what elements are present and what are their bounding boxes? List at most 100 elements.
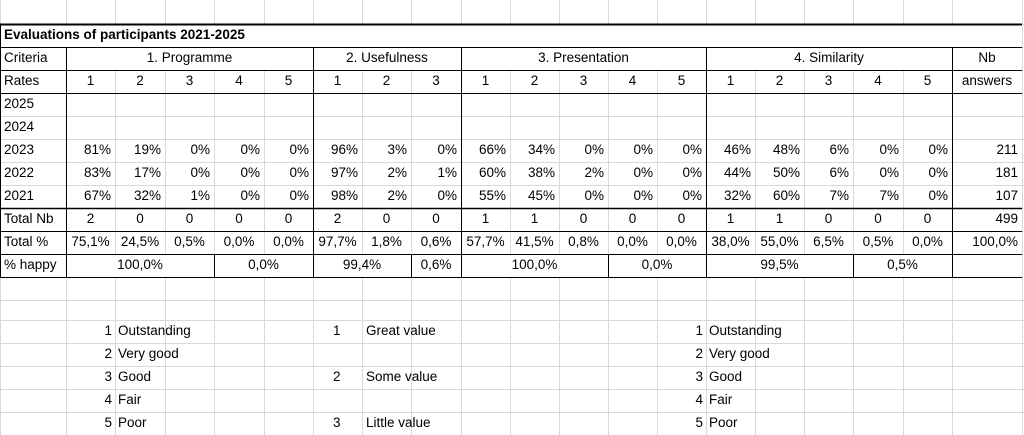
data-cell: 0% <box>633 142 653 157</box>
row-label: Rates <box>4 73 40 88</box>
data-cell: 0% <box>190 142 210 157</box>
data-cell: 83% <box>84 165 111 180</box>
data-cell: 81% <box>84 142 111 157</box>
legend-text: Outstanding <box>709 323 782 338</box>
total-cell: 0 <box>235 211 243 226</box>
total-cell: 0 <box>924 211 932 226</box>
data-cell: 0% <box>682 165 702 180</box>
data-cell: 48% <box>773 142 800 157</box>
data-cell: 60% <box>773 188 800 203</box>
column-header: answers <box>962 73 1013 88</box>
data-cell: 66% <box>479 142 506 157</box>
legend-number: 5 <box>695 415 703 430</box>
total-cell: 0,0% <box>666 234 697 249</box>
data-cell: 0% <box>437 188 457 203</box>
data-cell: 3% <box>387 142 407 157</box>
total-cell: 38,0% <box>711 234 749 249</box>
data-cell: 46% <box>724 142 751 157</box>
total-cell: 24,5% <box>121 234 159 249</box>
happy-cell: 0,5% <box>887 257 918 272</box>
total-cell: 0 <box>629 211 637 226</box>
rate-header: 3 <box>186 73 194 88</box>
data-cell: 0% <box>190 165 210 180</box>
total-cell: 0 <box>874 211 882 226</box>
row-label: Total % <box>4 234 48 249</box>
data-cell: 1% <box>437 165 457 180</box>
total-cell: 0 <box>285 211 293 226</box>
total-cell: 0,0% <box>617 234 648 249</box>
data-cell: 0% <box>682 142 702 157</box>
happy-cell: 99,4% <box>343 257 381 272</box>
total-cell: 0 <box>825 211 833 226</box>
rate-header: 3 <box>825 73 833 88</box>
data-cell: 0% <box>240 142 260 157</box>
total-cell: 2 <box>87 211 95 226</box>
legend-text: Good <box>118 369 151 384</box>
total-cell: 97,7% <box>318 234 356 249</box>
legend-number: 1 <box>104 323 112 338</box>
total-cell: 1 <box>482 211 490 226</box>
rate-header: 4 <box>235 73 243 88</box>
data-cell: 0% <box>289 165 309 180</box>
total-cell: 6,5% <box>813 234 844 249</box>
data-cell: 7% <box>879 188 899 203</box>
rate-header: 4 <box>629 73 637 88</box>
row-label: Criteria <box>4 50 48 65</box>
data-cell: 0% <box>240 188 260 203</box>
data-cell: 6% <box>829 142 849 157</box>
data-cell: 2% <box>387 165 407 180</box>
legend-text: Good <box>709 369 742 384</box>
data-cell: 97% <box>331 165 358 180</box>
legend-number: 5 <box>104 415 112 430</box>
data-cell: 0% <box>633 165 653 180</box>
legend-text: Very good <box>118 346 179 361</box>
legend-text: Very good <box>709 346 770 361</box>
happy-cell: 0,6% <box>421 257 452 272</box>
happy-cell: 0,0% <box>248 257 279 272</box>
rate-header: 3 <box>432 73 440 88</box>
answers-cell: 211 <box>996 142 1018 157</box>
data-cell: 34% <box>528 142 555 157</box>
data-cell: 0% <box>584 188 604 203</box>
data-cell: 60% <box>479 165 506 180</box>
total-cell: 0 <box>383 211 391 226</box>
happy-cell: 0,0% <box>642 257 673 272</box>
data-cell: 0% <box>437 142 457 157</box>
year-label: 2025 <box>4 96 34 111</box>
legend-number: 4 <box>104 392 112 407</box>
data-cell: 19% <box>134 142 161 157</box>
rate-header: 2 <box>383 73 391 88</box>
group-header: 3. Presentation <box>538 50 629 65</box>
data-cell: 7% <box>829 188 849 203</box>
legend-number: 1 <box>695 323 703 338</box>
total-cell: 0,8% <box>568 234 599 249</box>
data-cell: 98% <box>331 188 358 203</box>
legend-number: 2 <box>104 346 112 361</box>
happy-cell: 100,0% <box>512 257 558 272</box>
total-cell: 0 <box>432 211 440 226</box>
total-cell: 0,0% <box>224 234 255 249</box>
data-cell: 32% <box>724 188 751 203</box>
legend-text: Fair <box>709 392 733 407</box>
year-label: 2024 <box>4 119 35 134</box>
group-header: 1. Programme <box>147 50 233 65</box>
year-label: 2021 <box>4 188 34 203</box>
answers-cell: 181 <box>995 165 1018 180</box>
total-cell: 1 <box>531 211 539 226</box>
rate-header: 5 <box>285 73 293 88</box>
data-cell: 1% <box>190 188 210 203</box>
rate-header: 1 <box>727 73 735 88</box>
legend-number: 2 <box>695 346 703 361</box>
answers-cell: 499 <box>995 211 1018 226</box>
rate-header: 5 <box>924 73 932 88</box>
answers-cell: 100,0% <box>972 234 1018 249</box>
data-cell: 55% <box>479 188 506 203</box>
total-cell: 41,5% <box>515 234 553 249</box>
data-cell: 0% <box>928 142 948 157</box>
data-cell: 32% <box>134 188 161 203</box>
data-cell: 44% <box>724 165 751 180</box>
row-label: % happy <box>4 257 57 272</box>
rate-header: 4 <box>874 73 882 88</box>
group-header: 2. Usefulness <box>346 50 428 65</box>
